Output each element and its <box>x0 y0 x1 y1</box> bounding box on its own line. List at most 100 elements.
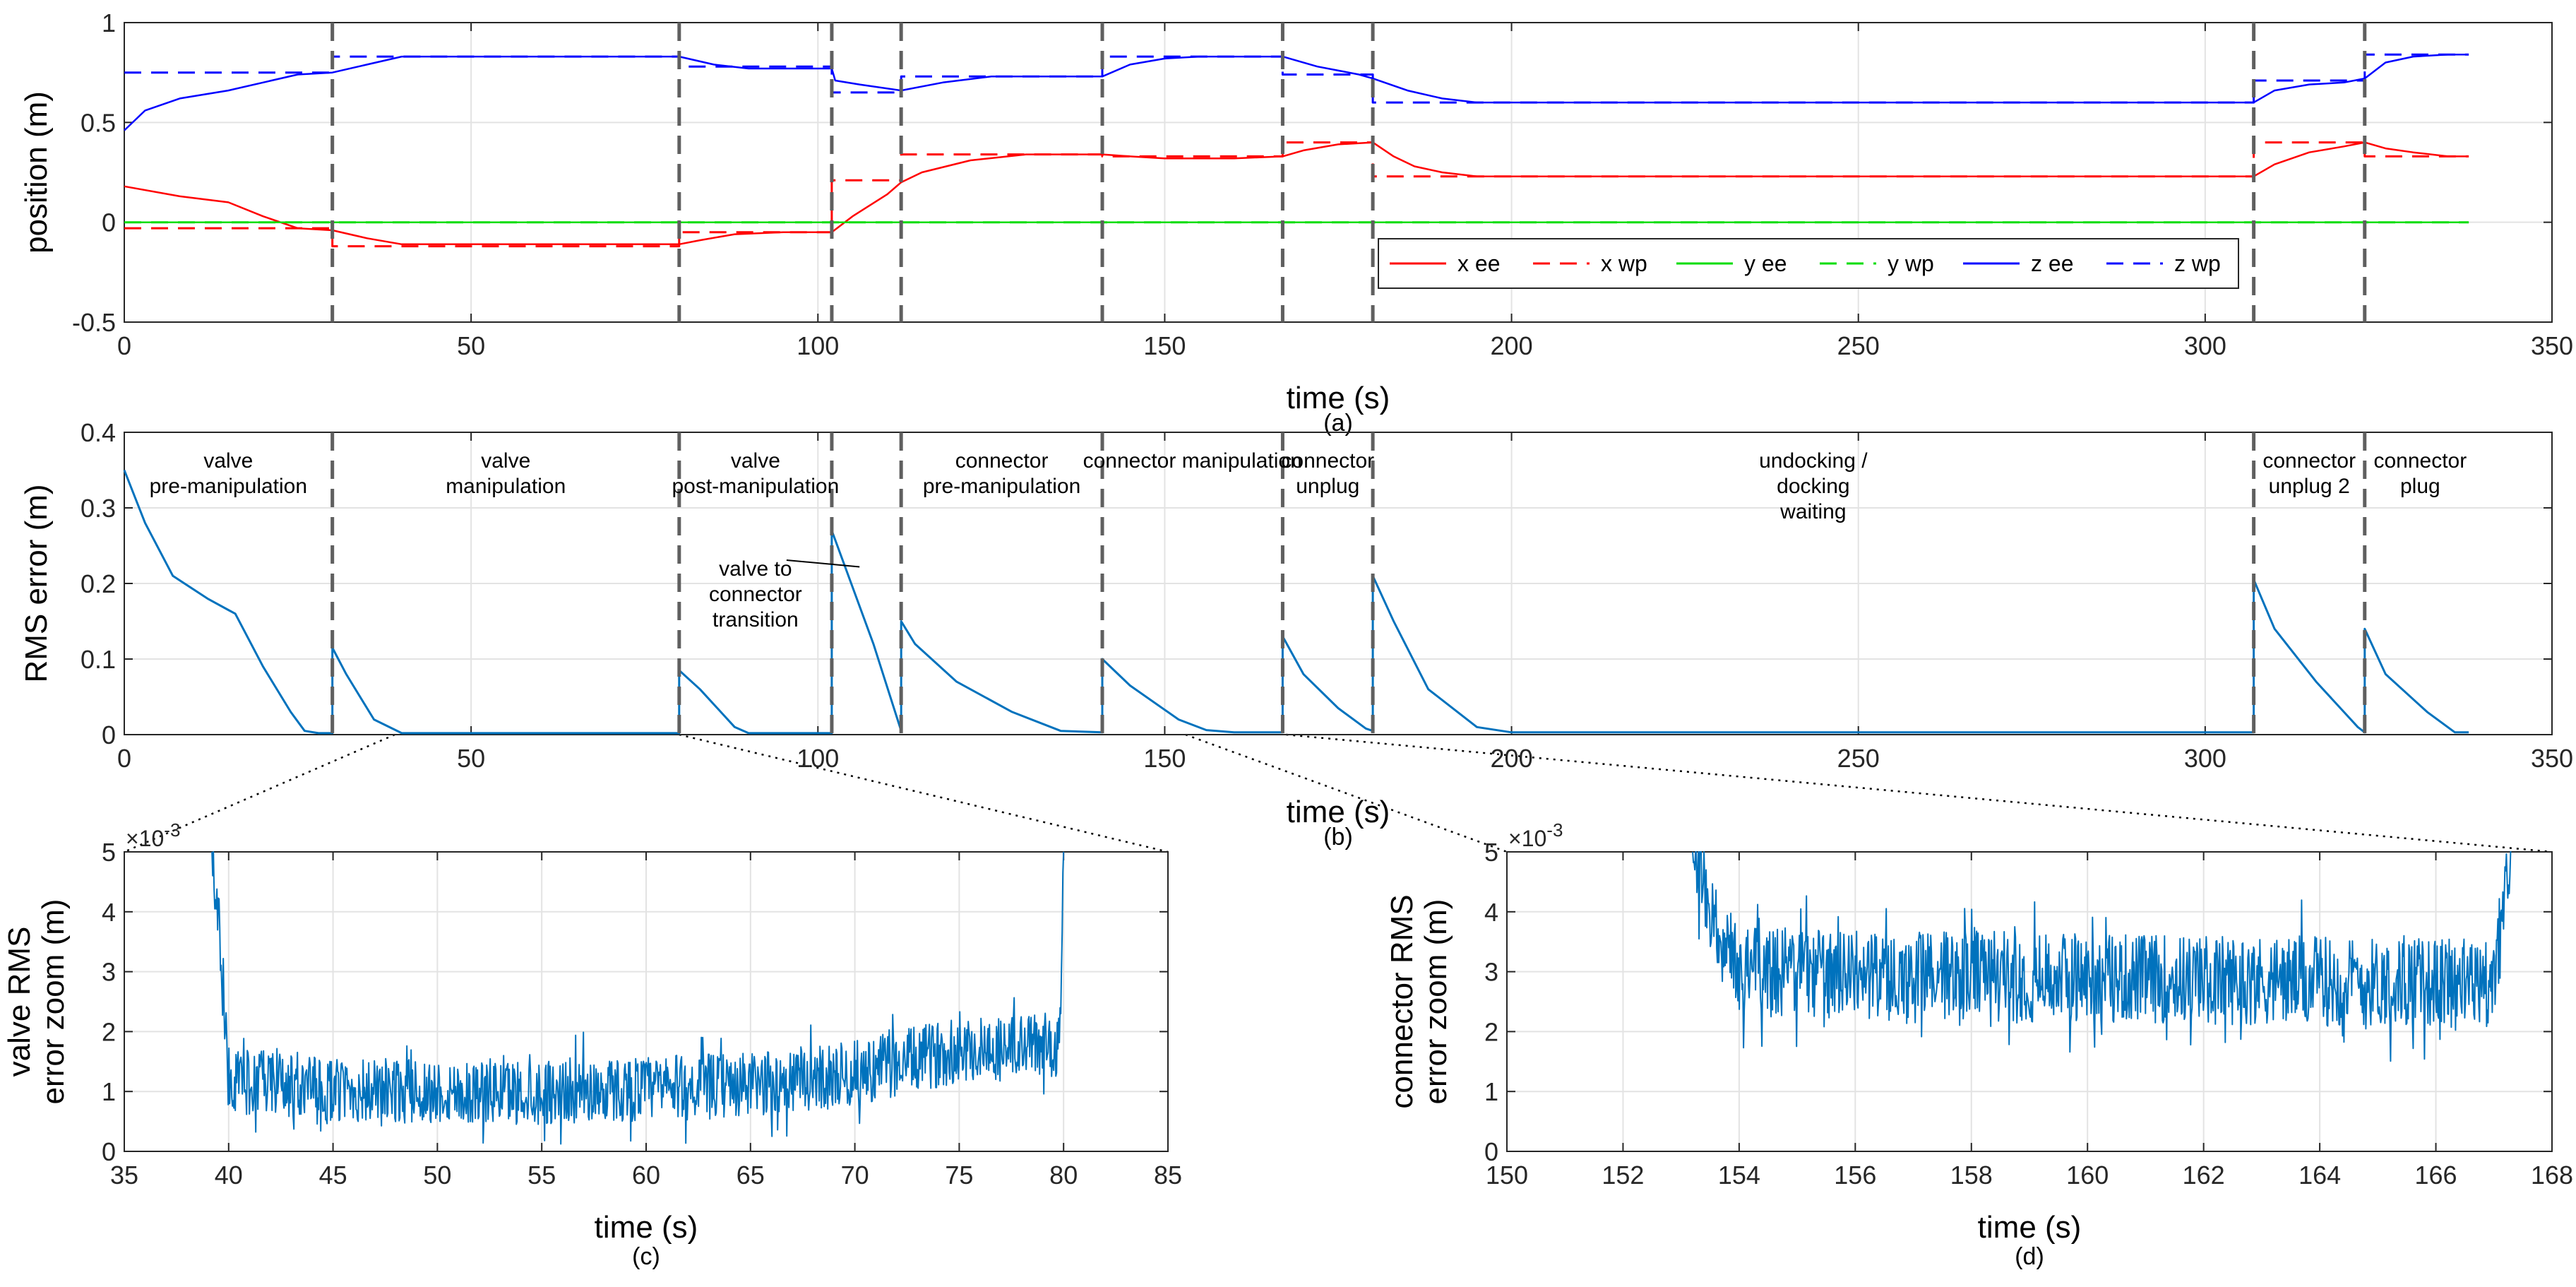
phase-label: pre-manipulation <box>923 475 1080 498</box>
y-tick-label: 5 <box>102 838 116 867</box>
phase-label: unplug 2 <box>2269 475 2350 498</box>
series-x-ee-line <box>124 141 2469 246</box>
exponent-label: ×10-3 <box>1508 819 1563 851</box>
legend-box <box>1378 238 2239 289</box>
x-tick-label: 150 <box>1143 331 1186 360</box>
panel-caption: (b) <box>1323 824 1353 850</box>
y-tick-label: 2 <box>1484 1017 1498 1046</box>
phase-label: pre-manipulation <box>150 475 307 498</box>
x-tick-label: 156 <box>1834 1161 1876 1190</box>
x-tick-label: 50 <box>457 331 485 360</box>
y-tick-label: 0 <box>1484 1137 1498 1166</box>
x-tick-label: 70 <box>841 1161 869 1190</box>
x-axis-title: time (s) <box>1287 381 1390 415</box>
exponent-label: ×10-3 <box>126 819 180 851</box>
phase-label: unplug <box>1296 475 1359 498</box>
x-tick-label: 168 <box>2531 1161 2573 1190</box>
exponent-power: -3 <box>1546 819 1563 841</box>
x-tick-label: 100 <box>797 331 839 360</box>
panel-a-position: 0 50 100 150 200 250 300 350-0.500.51x ee x wp y … <box>19 8 2573 437</box>
x-tick-label: 250 <box>1837 744 1880 773</box>
series-z-ee-line <box>124 53 2469 131</box>
x-tick-label: 200 <box>1491 331 1533 360</box>
y-tick-label: 0.3 <box>80 494 116 523</box>
y-tick-label: 0.5 <box>80 108 116 137</box>
y-tick-label: 0.2 <box>80 569 116 598</box>
x-tick-label: 150 <box>1143 744 1186 773</box>
x-tick-label: 55 <box>527 1161 556 1190</box>
x-tick-label: 50 <box>423 1161 451 1190</box>
legend-label: z ee <box>2031 251 2073 276</box>
y-tick-label: 0 <box>102 208 116 237</box>
y-axis-title: error zoom (m) <box>36 899 71 1105</box>
panel-caption: (d) <box>2015 1243 2044 1270</box>
x-tick-label: 60 <box>632 1161 660 1190</box>
y-tick-label: 4 <box>1484 898 1498 927</box>
panel-caption: (c) <box>632 1243 660 1270</box>
panel-b-rms-error: 0 50 100 150 200 250 300 35000.10.20.30.4valvep… <box>19 418 2573 850</box>
y-axis-title: valve RMS <box>2 927 37 1077</box>
y-tick-label: 2 <box>102 1017 116 1046</box>
phase-label: connector <box>2373 449 2467 473</box>
legend-label: x wp <box>1601 251 1647 276</box>
annotation-pointer <box>786 559 860 568</box>
legend-label: y wp <box>1888 251 1934 276</box>
legend-label: z wp <box>2174 251 2221 276</box>
x-tick-label: 162 <box>2183 1161 2225 1190</box>
y-tick-label: 5 <box>1484 838 1498 867</box>
phase-label: connector <box>955 449 1049 473</box>
phase-label: waiting <box>1779 500 1846 523</box>
x-tick-label: 75 <box>945 1161 973 1190</box>
y-tick-label: 0 <box>102 720 116 749</box>
annotation-label: connector <box>709 583 802 606</box>
panel-d-connector-zoom: 150 152 154 156 158 160 162 164 166 168 0 1 2 3 4 5 ×10-… <box>1385 819 2573 1270</box>
x-tick-label: 158 <box>1950 1161 1993 1190</box>
x-tick-label: 350 <box>2531 331 2573 360</box>
x-tick-label: 85 <box>1154 1161 1182 1190</box>
zoom-connector-d-right <box>1286 733 2553 853</box>
x-tick-label: 152 <box>1602 1161 1644 1190</box>
legend: x ee x wp y ee y wp z ee z wp <box>1378 238 2239 289</box>
y-tick-label: 0.4 <box>80 418 116 447</box>
phase-label: connector manipulation <box>1083 449 1302 473</box>
phase-label: valve <box>203 449 253 473</box>
phase-label: valve <box>481 449 530 473</box>
x-tick-label: 166 <box>2415 1161 2457 1190</box>
x-tick-label: 250 <box>1837 331 1880 360</box>
x-tick-label: 0 <box>117 331 131 360</box>
zoom-error-line <box>1692 851 2512 1062</box>
x-tick-label: 50 <box>457 744 485 773</box>
phase-label: connector <box>2262 449 2356 473</box>
y-tick-label: 1 <box>1484 1077 1498 1106</box>
phase-label: post-manipulation <box>672 475 839 498</box>
phase-label: plug <box>2400 475 2440 498</box>
y-tick-label: 4 <box>102 898 116 927</box>
x-tick-label: 154 <box>1718 1161 1760 1190</box>
x-tick-label: 150 <box>1486 1161 1528 1190</box>
x-axis-title: time (s) <box>1978 1210 2082 1245</box>
y-axis-title: connector RMS <box>1385 894 1419 1108</box>
zoom-error-line <box>211 851 1065 1145</box>
phase-label: docking <box>1777 475 1849 498</box>
x-axis-title: time (s) <box>1287 795 1390 829</box>
x-tick-label: 300 <box>2184 744 2226 773</box>
exponent-base: ×10 <box>126 826 164 851</box>
x-tick-label: 0 <box>117 744 131 773</box>
y-axis-title: position (m) <box>19 91 54 254</box>
x-tick-label: 160 <box>2066 1161 2109 1190</box>
x-tick-label: 65 <box>737 1161 765 1190</box>
exponent-power: -3 <box>164 819 180 841</box>
phase-label: valve <box>731 449 780 473</box>
x-tick-label: 45 <box>319 1161 347 1190</box>
y-axis-title: error zoom (m) <box>1419 899 1453 1105</box>
x-tick-label: 350 <box>2531 744 2573 773</box>
zoom-connectors <box>124 733 2553 853</box>
x-tick-label: 100 <box>797 744 839 773</box>
axes-frame <box>1506 851 2553 1152</box>
y-tick-label: 0.1 <box>80 645 116 674</box>
zoom-connector-d-left <box>1185 733 1508 853</box>
x-tick-label: 35 <box>110 1161 138 1190</box>
y-tick-label: 3 <box>1484 958 1498 987</box>
